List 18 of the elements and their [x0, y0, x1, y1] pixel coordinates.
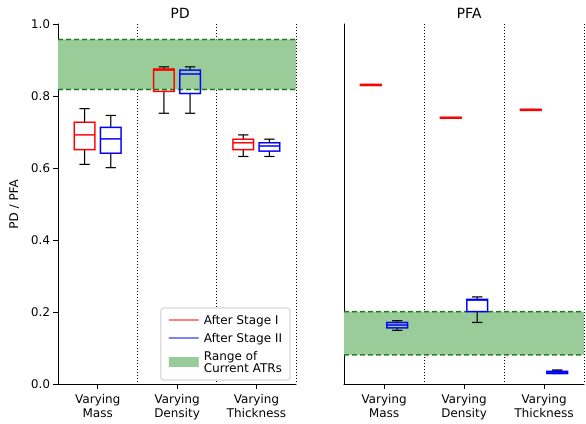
x-tick-label: Varying Thickness [513, 392, 574, 420]
y-tick-label: 0.0 [30, 377, 50, 391]
y-tick-label: 0.6 [30, 161, 50, 175]
y-tick-label: 0.4 [30, 233, 50, 247]
x-tick-label: Varying Thickness [226, 392, 286, 420]
x-tick-label: Varying Mass [361, 392, 407, 420]
y-axis-title: PD / PFA [7, 178, 21, 229]
x-tick-label: Varying Density [154, 392, 200, 420]
x-tick-label: Varying Mass [75, 392, 120, 420]
y-tick-label: 0.2 [30, 305, 50, 319]
chart-title: PD [170, 6, 190, 22]
legend-label: After Stage II [204, 331, 282, 345]
x-tick-label: Varying Density [441, 392, 487, 420]
y-tick-label: 0.8 [30, 89, 50, 103]
y-tick-label: 1.0 [30, 17, 50, 31]
chart-title: PFA [456, 6, 482, 22]
legend-label: Range of Current ATRs [204, 349, 282, 375]
legend-label: After Stage I [204, 313, 278, 327]
